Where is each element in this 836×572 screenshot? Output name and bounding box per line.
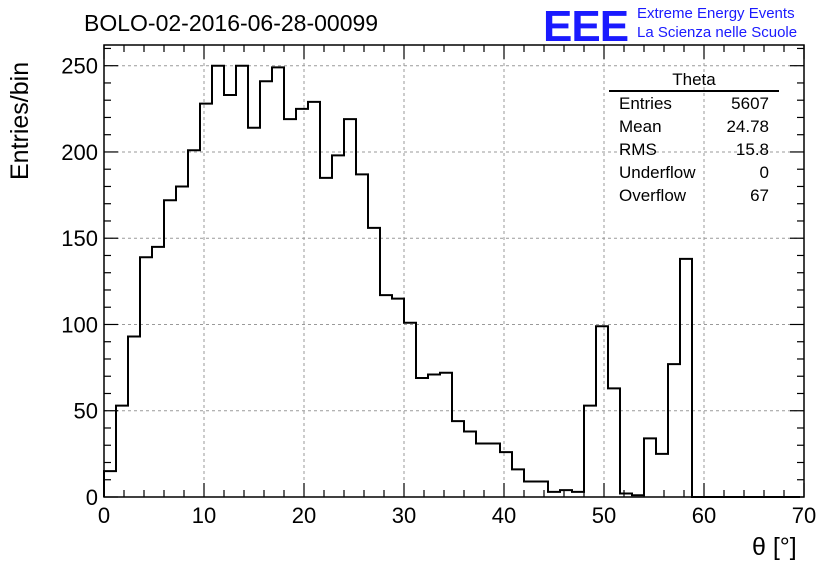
stats-row: Overflow 67 <box>609 184 779 207</box>
histogram-bin <box>680 259 692 497</box>
stats-label: Underflow <box>619 163 696 182</box>
axes <box>103 44 805 498</box>
histogram-bin <box>644 438 656 497</box>
histogram-bin <box>368 228 380 497</box>
logo-caption: Extreme Energy Events La Scienza nelle S… <box>637 4 797 42</box>
histogram-bin <box>308 102 320 497</box>
stats-row: Underflow 0 <box>609 161 779 184</box>
histogram-bin <box>320 178 332 497</box>
histogram-bin <box>536 481 548 497</box>
x-tick-label: 20 <box>292 503 316 528</box>
plot-frame <box>103 44 805 498</box>
histogram-step-line <box>103 64 800 498</box>
stats-value: 15.8 <box>735 140 769 159</box>
histogram-bin <box>224 95 236 497</box>
x-tick-label: 50 <box>592 503 616 528</box>
stats-label: Overflow <box>619 186 687 205</box>
histogram-bin <box>164 200 176 497</box>
histogram-bin <box>116 406 128 497</box>
x-tick-label: 0 <box>98 503 110 528</box>
stats-title: Theta <box>609 70 779 92</box>
histogram-bin <box>416 378 428 497</box>
histogram-bin <box>344 119 356 497</box>
histogram-bin <box>524 481 536 497</box>
histogram-bin <box>236 66 248 497</box>
stats-value: 5607 <box>731 94 769 113</box>
histogram-bin <box>596 326 608 497</box>
logo-line-1: Extreme Energy Events <box>637 5 795 22</box>
histogram-bin <box>440 373 452 497</box>
y-tick-label: 100 <box>61 312 98 337</box>
histogram-bin <box>140 257 152 497</box>
stats-value: 0 <box>759 163 769 182</box>
y-axis-label: Entries/bin <box>6 61 34 180</box>
stats-row: Entries 5607 <box>609 92 779 115</box>
histogram-bin <box>392 299 404 497</box>
histogram-bin <box>560 490 572 497</box>
chart-title: BOLO-02-2016-06-28-00099 <box>84 10 379 36</box>
histogram-bin <box>188 150 200 497</box>
histogram-bin <box>428 375 440 497</box>
histogram-bin <box>296 109 308 497</box>
stats-row: Mean 24.78 <box>609 115 779 138</box>
x-tick-label: 70 <box>792 503 816 528</box>
histogram-bin <box>488 444 500 497</box>
histogram-bin <box>176 186 188 497</box>
y-tick-label: 250 <box>61 54 98 79</box>
histogram-bin <box>404 323 416 497</box>
y-tick-label: 0 <box>86 485 98 510</box>
stats-value: 67 <box>750 186 769 205</box>
histogram-bin <box>104 471 116 497</box>
histogram-bin <box>152 247 164 497</box>
histogram-bin <box>608 388 620 497</box>
x-tick-label: 60 <box>692 503 716 528</box>
histogram-bin <box>548 492 560 497</box>
histogram-bin <box>476 444 488 497</box>
x-tick-label: 30 <box>392 503 416 528</box>
histogram-bin <box>272 67 284 497</box>
histogram-bin <box>668 364 680 497</box>
histogram-bin <box>452 421 464 497</box>
x-axis-label: θ [°] <box>752 533 797 561</box>
histogram-bin <box>284 119 296 497</box>
histogram-bin <box>512 469 524 497</box>
stats-box: Theta Entries 5607 Mean 24.78 RMS 15.8 Underfl… <box>609 70 779 207</box>
histogram-bin <box>332 155 344 497</box>
stats-label: Entries <box>619 94 672 113</box>
y-tick-label: 150 <box>61 226 98 251</box>
histogram-bin <box>128 337 140 497</box>
histogram-bin <box>356 174 368 497</box>
histogram-bin <box>500 452 512 497</box>
histogram-bin <box>212 66 224 497</box>
y-tick-label: 50 <box>74 399 98 424</box>
x-tick-label: 10 <box>192 503 216 528</box>
histogram-bin <box>200 104 212 497</box>
x-tick-label: 40 <box>492 503 516 528</box>
stats-label: Mean <box>619 117 662 136</box>
stats-rows: Entries 5607 Mean 24.78 RMS 15.8 Underflow 0 Ove… <box>609 92 779 207</box>
histogram-bin <box>656 454 668 497</box>
y-tick-label: 200 <box>61 140 98 165</box>
histogram-bin <box>584 406 596 497</box>
stats-value: 24.78 <box>726 117 769 136</box>
histogram-bin <box>380 295 392 497</box>
logo-line-2: La Scienza nelle Scuole <box>637 24 798 41</box>
histogram-bin <box>464 431 476 497</box>
stats-row: RMS 15.8 <box>609 138 779 161</box>
histogram-series <box>103 64 800 498</box>
histogram-bin <box>572 492 584 497</box>
tick-labels: 0 10 20 30 40 50 60 70 0 50 100 150 200 250 <box>61 54 816 528</box>
eee-logo: EEE <box>543 2 629 51</box>
stats-label: RMS <box>619 140 657 159</box>
histogram-bin <box>260 81 272 497</box>
histogram-bin <box>248 128 260 497</box>
